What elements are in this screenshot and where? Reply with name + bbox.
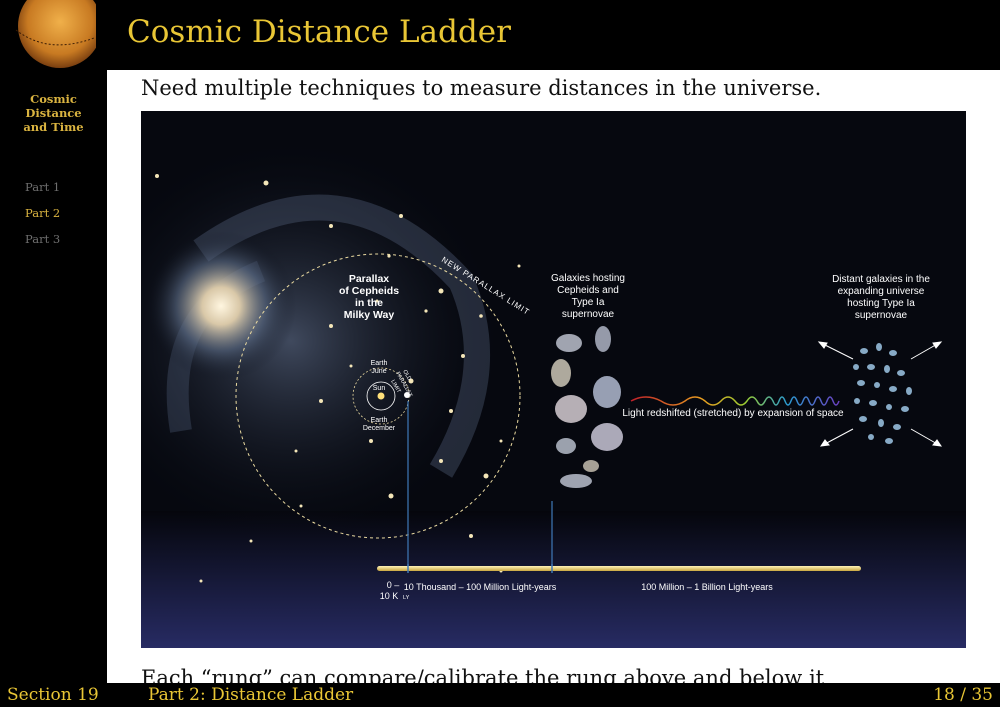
footer-bar: Section 19 Part 2: Distance Ladder 18 / … [0,683,1000,707]
intro-text: Need multiple techniques to measure dist… [141,76,822,100]
scale-ten-k: 10 K [380,591,399,601]
nav-part-1[interactable]: Part 1 [25,180,61,194]
old-parallax-limit-1: OLD [401,369,412,382]
sun-logo-icon [15,0,96,68]
galaxies-label-1: Galaxies hosting [551,273,625,284]
scale-range-1: 10 Thousand – 100 Million Light-years [404,582,557,592]
new-parallax-limit-circle [235,253,521,539]
calibration-note: Each “rung” can compare/calibrate the ru… [141,666,825,683]
distant-label-3: hosting Type Ia [847,298,915,309]
distant-label-1: Distant galaxies in the [832,274,930,285]
earth-june-1: Earth [371,360,388,367]
earth-december-1: Earth [371,417,388,424]
footer-section[interactable]: Section 19 [7,685,99,705]
title-bar: Cosmic Distance Ladder [107,0,1000,70]
scale-range-2: 100 Million – 1 Billion Light-years [641,582,773,592]
scale-zero: 0 – [387,580,400,590]
sidebar-title[interactable]: Cosmic Distance and Time [23,92,84,134]
nav-part-3[interactable]: Part 3 [25,232,61,246]
galaxies-label-4: supernovae [562,309,615,320]
nearby-galaxies-cluster [551,326,623,488]
parallax-label-2: of Cepheids [339,285,399,297]
galaxies-label-2: Cepheids and [557,285,619,296]
distant-label-4: supernovae [855,310,908,321]
expansion-arrows [817,341,943,447]
sun-label: Sun [373,385,386,392]
galaxies-label-3: Type Ia [572,297,605,308]
galaxy-core [146,231,296,381]
footer-part[interactable]: Part 2: Distance Ladder [148,685,354,705]
redshift-wave [630,396,840,406]
redshift-label: Light redshifted (stretched) by expansio… [622,408,844,419]
slide-title: Cosmic Distance Ladder [127,14,511,50]
parallax-label-3: in the [355,297,383,309]
scale-ly: LY [403,595,410,601]
star-field [155,174,521,583]
distant-label-2: expanding universe [838,286,925,297]
earth-june-2: June [371,368,386,375]
parallax-label-4: Milky Way [344,309,395,321]
sun-icon [377,392,385,400]
cepheid-star-icon [404,392,410,398]
parallax-label-1: Parallax [349,273,389,285]
earth-orbit-circle [366,381,396,411]
distance-ladder-figure: Parallax of Cepheids in the Milky Way NE… [141,111,966,648]
distant-galaxies-cluster [853,343,912,444]
slide-content: Need multiple techniques to measure dist… [107,70,1000,683]
footer-page-number: 18 / 35 [933,685,993,705]
nav-part-2[interactable]: Part 2 [25,206,61,220]
distance-scale-bar [377,566,861,571]
sidebar: Cosmic Distance and Time Part 1 Part 2 P… [0,0,107,683]
earth-december-2: December [363,425,396,432]
